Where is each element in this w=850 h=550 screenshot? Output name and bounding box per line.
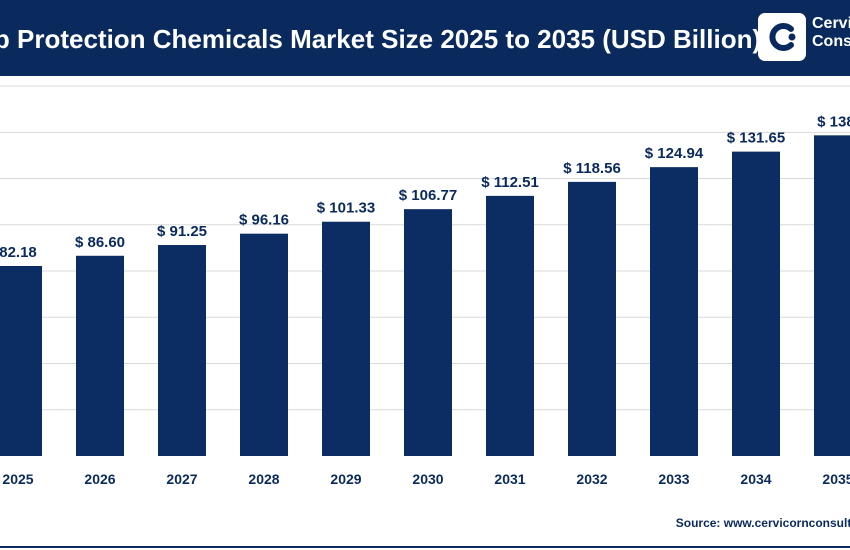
bar-2034	[732, 151, 780, 457]
x-tick-2028: 2028	[248, 471, 279, 487]
bar-2029	[322, 221, 370, 456]
x-tick-2027: 2027	[166, 471, 197, 487]
bar-2035	[814, 135, 850, 456]
brand-line-1: Cervi	[812, 15, 850, 32]
cervicorn-c-logo-icon	[758, 13, 806, 61]
data-label-2031: $ 112.51	[481, 174, 539, 191]
bar-2031	[486, 195, 534, 456]
data-label-2025: 82.18	[0, 244, 37, 261]
x-tick-2031: 2031	[494, 471, 525, 487]
x-axis-ticks: 2025 2026 2027 2028 2029 2030 2031 2032 2033 2034…	[2, 471, 850, 487]
header-banner: op Protection Chemicals Market Size 2025…	[0, 0, 850, 76]
data-labels: 82.18 $ 86.60 $ 91.25 $ 96.16 $ 101.33 $ 106.…	[0, 113, 850, 261]
data-label-2032: $ 118.56	[563, 160, 621, 177]
brand-line-2: Cons	[812, 33, 850, 50]
bar-2033	[650, 167, 698, 456]
data-label-2034: $ 131.65	[727, 130, 785, 147]
bar-2030	[404, 209, 452, 456]
x-tick-2029: 2029	[330, 471, 361, 487]
x-tick-2030: 2030	[412, 471, 443, 487]
x-tick-2034: 2034	[740, 471, 771, 487]
bar-chart: 82.18 $ 86.60 $ 91.25 $ 96.16 $ 101.33 $ 106.…	[0, 85, 850, 487]
x-tick-2032: 2032	[576, 471, 607, 487]
bar-2026	[76, 255, 124, 456]
bar-2027	[158, 245, 206, 456]
bars	[0, 135, 850, 457]
data-label-2026: $ 86.60	[75, 234, 125, 251]
data-label-2028: $ 96.16	[239, 212, 289, 229]
bar-2025	[0, 265, 42, 456]
data-label-2027: $ 91.25	[157, 223, 207, 240]
bar-2028	[240, 233, 288, 456]
data-label-2030: $ 106.77	[399, 187, 457, 204]
data-label-2033: $ 124.94	[645, 145, 704, 162]
bar-2032	[568, 181, 616, 456]
data-label-2029: $ 101.33	[317, 200, 375, 217]
x-tick-2033: 2033	[658, 471, 689, 487]
x-tick-2025: 2025	[2, 471, 33, 487]
bottom-divider	[0, 546, 850, 548]
chart-title: op Protection Chemicals Market Size 2025…	[0, 24, 762, 54]
x-tick-2026: 2026	[84, 471, 115, 487]
source-note: Source: www.cervicornconsultin	[675, 516, 850, 530]
x-tick-2035: 2035	[822, 471, 850, 487]
data-label-2035: $ 138.	[817, 113, 850, 130]
brand-name: Cervi Cons	[812, 15, 850, 51]
